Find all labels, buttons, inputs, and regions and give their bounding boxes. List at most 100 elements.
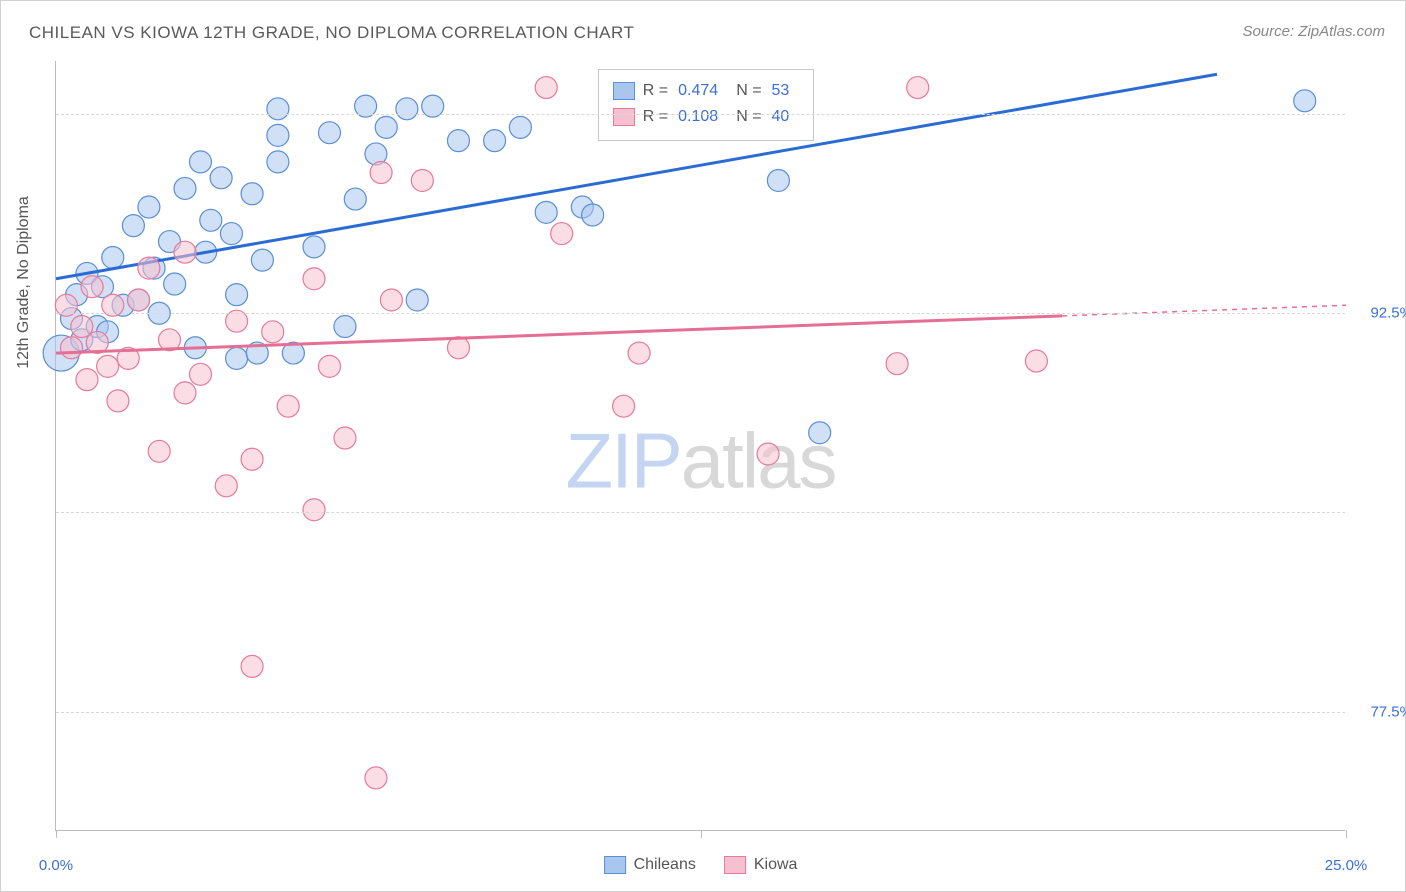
data-point (189, 363, 211, 385)
gridline-h (56, 512, 1345, 513)
x-tick (701, 830, 702, 838)
data-point (396, 98, 418, 120)
data-point (1025, 350, 1047, 372)
data-point (267, 124, 289, 146)
data-point (318, 355, 340, 377)
data-point (107, 390, 129, 412)
legend-r-value: 0.108 (678, 108, 718, 126)
data-point (76, 369, 98, 391)
series-legend-label: Chileans (634, 856, 696, 874)
data-point (138, 257, 160, 279)
gridline-h (56, 712, 1345, 713)
stats-legend: R = 0.474 N = 53 R = 0.108 N = 40 (598, 69, 815, 141)
chart-svg (56, 61, 1345, 830)
legend-row: R = 0.474 N = 53 (613, 78, 800, 104)
data-point (551, 223, 573, 245)
data-point (241, 183, 263, 205)
data-point (60, 337, 82, 359)
y-tick-label: 77.5% (1370, 703, 1406, 720)
data-point (241, 448, 263, 470)
legend-n-value: 40 (772, 108, 790, 126)
data-point (447, 130, 469, 152)
data-point (375, 116, 397, 138)
chart-title: CHILEAN VS KIOWA 12TH GRADE, NO DIPLOMA … (29, 23, 634, 43)
data-point (267, 151, 289, 173)
y-tick-label: 92.5% (1370, 305, 1406, 322)
data-point (380, 289, 402, 311)
data-point (97, 355, 119, 377)
data-point (370, 162, 392, 184)
data-point (886, 353, 908, 375)
data-point (447, 337, 469, 359)
data-point (535, 77, 557, 99)
legend-r-label: R = (643, 108, 668, 126)
gridline-h (56, 313, 1345, 314)
legend-swatch (724, 856, 746, 874)
data-point (406, 289, 428, 311)
series-legend-label: Kiowa (754, 856, 798, 874)
data-point (411, 169, 433, 191)
data-point (757, 443, 779, 465)
data-point (262, 321, 284, 343)
data-point (484, 130, 506, 152)
data-point (535, 201, 557, 223)
data-point (303, 499, 325, 521)
x-tick (1346, 830, 1347, 838)
data-point (277, 395, 299, 417)
data-point (81, 276, 103, 298)
data-point (189, 151, 211, 173)
data-point (809, 422, 831, 444)
data-point (174, 241, 196, 263)
regression-extrapolation (1062, 305, 1346, 316)
regression-line (56, 316, 1062, 353)
data-point (220, 223, 242, 245)
data-point (226, 347, 248, 369)
y-axis-title: 12th Grade, No Diploma (15, 196, 33, 369)
data-point (334, 427, 356, 449)
data-point (318, 122, 340, 144)
data-point (174, 382, 196, 404)
legend-n-label: N = (736, 108, 761, 126)
data-point (128, 289, 150, 311)
data-point (267, 98, 289, 120)
data-point (164, 273, 186, 295)
series-legend-item: Kiowa (724, 856, 798, 874)
data-point (767, 169, 789, 191)
legend-n-label: N = (736, 82, 761, 100)
data-point (509, 116, 531, 138)
data-point (200, 209, 222, 231)
series-legend-item: Chileans (604, 856, 696, 874)
data-point (215, 475, 237, 497)
data-point (613, 395, 635, 417)
legend-swatch (613, 108, 635, 126)
data-point (303, 236, 325, 258)
source-label: Source: ZipAtlas.com (1242, 23, 1385, 40)
data-point (210, 167, 232, 189)
legend-r-label: R = (643, 82, 668, 100)
data-point (1294, 90, 1316, 112)
data-point (303, 268, 325, 290)
legend-swatch (613, 82, 635, 100)
data-point (148, 440, 170, 462)
x-tick-label: 0.0% (39, 857, 73, 874)
series-legend: Chileans Kiowa (604, 856, 798, 874)
x-tick (56, 830, 57, 838)
chart-container: CHILEAN VS KIOWA 12TH GRADE, NO DIPLOMA … (0, 0, 1406, 892)
x-tick-label: 25.0% (1325, 857, 1368, 874)
data-point (241, 655, 263, 677)
legend-n-value: 53 (772, 82, 790, 100)
gridline-h (56, 114, 1345, 115)
legend-r-value: 0.474 (678, 82, 718, 100)
data-point (122, 215, 144, 237)
data-point (251, 249, 273, 271)
data-point (628, 342, 650, 364)
data-point (138, 196, 160, 218)
data-point (582, 204, 604, 226)
legend-swatch (604, 856, 626, 874)
data-point (334, 316, 356, 338)
plot-area: 12th Grade, No Diploma ZIPatlas R =0.474… (55, 61, 1345, 831)
data-point (174, 177, 196, 199)
data-point (344, 188, 366, 210)
legend-row: R = 0.108 N = 40 (613, 104, 800, 130)
data-point (226, 284, 248, 306)
